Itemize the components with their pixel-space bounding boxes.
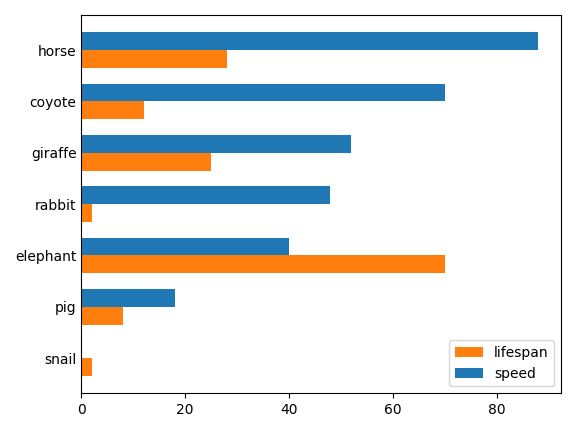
Bar	[81, 32, 538, 50]
Bar	[81, 50, 226, 68]
Bar	[81, 289, 175, 307]
Bar	[81, 204, 92, 222]
Bar	[81, 153, 211, 171]
Bar	[81, 238, 289, 255]
Bar	[81, 186, 331, 204]
Bar	[81, 135, 351, 153]
Bar	[81, 83, 445, 102]
Bar	[81, 255, 445, 273]
Bar	[81, 102, 143, 120]
Bar	[81, 307, 123, 325]
Bar	[81, 358, 92, 376]
Legend: lifespan, speed: lifespan, speed	[449, 340, 554, 386]
